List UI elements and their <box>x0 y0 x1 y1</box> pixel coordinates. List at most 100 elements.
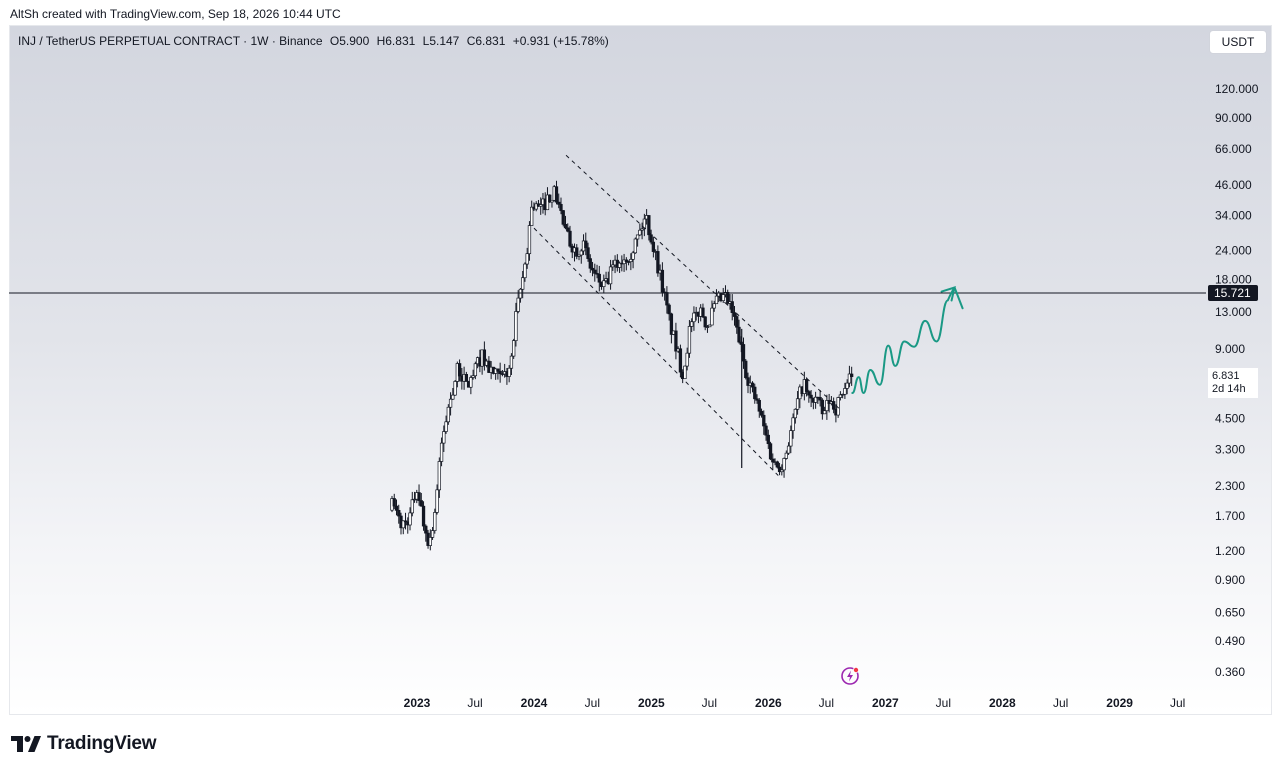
candle <box>669 312 674 344</box>
candle <box>753 383 757 404</box>
candle-body <box>457 363 462 377</box>
candle <box>401 520 405 535</box>
candle-body <box>401 520 405 529</box>
candle <box>548 194 552 203</box>
candle-body <box>507 367 511 377</box>
x-tick-label: Jul <box>702 696 717 710</box>
candle <box>451 387 455 400</box>
candle <box>850 366 854 386</box>
candle-body <box>640 228 644 231</box>
x-tick-label: Jul <box>1053 696 1068 710</box>
candle <box>563 215 568 230</box>
candle-body <box>629 258 633 263</box>
candle-body <box>703 316 707 328</box>
candle <box>633 237 637 254</box>
candle-body <box>705 326 710 328</box>
candle <box>419 492 423 507</box>
candle-body <box>482 349 487 366</box>
candle <box>394 499 399 516</box>
candle-body <box>559 203 563 211</box>
tradingview-logo-text: TradingView <box>47 733 157 754</box>
candle-body <box>635 234 640 240</box>
y-tick-label: 0.900 <box>1215 573 1245 587</box>
candle <box>457 359 462 382</box>
candle-body <box>840 393 845 396</box>
candle-body <box>669 313 674 335</box>
candle-body <box>496 368 500 372</box>
last-price-label: 6.831 2d 14h <box>1208 368 1258 398</box>
candle-body <box>509 355 514 369</box>
candle-body <box>784 452 788 459</box>
y-tick-label: 2.300 <box>1215 479 1245 493</box>
level-price-box <box>1208 284 1258 301</box>
candle <box>818 390 822 407</box>
candle-body <box>498 370 502 375</box>
projection-curve <box>851 286 964 395</box>
tradingview-logo[interactable]: TradingView <box>11 733 157 755</box>
candle-body <box>807 391 811 396</box>
candle <box>626 260 631 266</box>
candle <box>617 261 622 273</box>
candle-body <box>530 206 534 226</box>
candle-body <box>822 410 827 415</box>
candle-body <box>755 398 759 401</box>
candle <box>622 253 626 272</box>
candle <box>795 391 800 415</box>
candle <box>507 365 511 383</box>
y-tick-label: 90.000 <box>1215 111 1252 125</box>
candle-body <box>539 204 543 207</box>
candle-body <box>730 301 734 313</box>
candle-body <box>525 253 529 265</box>
candle-body <box>624 259 628 263</box>
chart-area[interactable] <box>9 25 1272 715</box>
ohlc-close: C6.831 <box>466 34 506 48</box>
candle-body <box>768 443 773 460</box>
candle <box>439 437 444 467</box>
candle <box>710 300 714 326</box>
candle-body <box>692 312 696 323</box>
candle <box>392 493 396 510</box>
projection-path <box>851 286 964 395</box>
chart-caption: AltSh created with TradingView.com, Sep … <box>10 7 341 21</box>
y-tick-label: 4.500 <box>1215 412 1245 426</box>
candle <box>804 377 809 397</box>
candle <box>726 289 730 306</box>
candle <box>590 261 595 277</box>
candle-body <box>757 399 761 412</box>
candle-body <box>442 431 446 444</box>
candle <box>530 200 534 226</box>
candle-body <box>771 458 775 463</box>
candle <box>784 450 788 460</box>
candle-body <box>408 512 412 526</box>
candle-body <box>820 399 825 415</box>
y-tick-label: 3.300 <box>1215 443 1245 457</box>
candle-body <box>548 194 552 203</box>
currency-button[interactable]: USDT <box>1209 30 1267 54</box>
candle-body <box>403 520 408 523</box>
candle <box>412 491 417 503</box>
ohlc-low: L5.147 <box>422 34 460 48</box>
candle-body <box>744 360 748 379</box>
candle <box>771 453 775 471</box>
candle-body <box>417 492 421 501</box>
candle <box>559 197 563 215</box>
candle <box>791 413 795 439</box>
candle-body <box>575 247 579 257</box>
candle <box>498 362 502 383</box>
symbol-name[interactable]: INJ / TetherUS PERPETUAL CONTRACT · 1W ·… <box>18 34 323 48</box>
x-tick-label: 2026 <box>755 696 782 710</box>
candle-body <box>451 394 455 400</box>
candle-body <box>557 201 561 205</box>
flash-icon[interactable] <box>840 666 860 686</box>
x-tick-label: 2025 <box>638 696 665 710</box>
candle-body <box>602 280 606 288</box>
candle <box>656 245 660 277</box>
candle-body <box>786 445 791 454</box>
candle <box>638 223 642 237</box>
candle-body <box>825 400 829 412</box>
candle <box>714 289 719 305</box>
candle <box>649 229 653 245</box>
candle-body <box>750 382 755 388</box>
candle <box>782 457 786 478</box>
